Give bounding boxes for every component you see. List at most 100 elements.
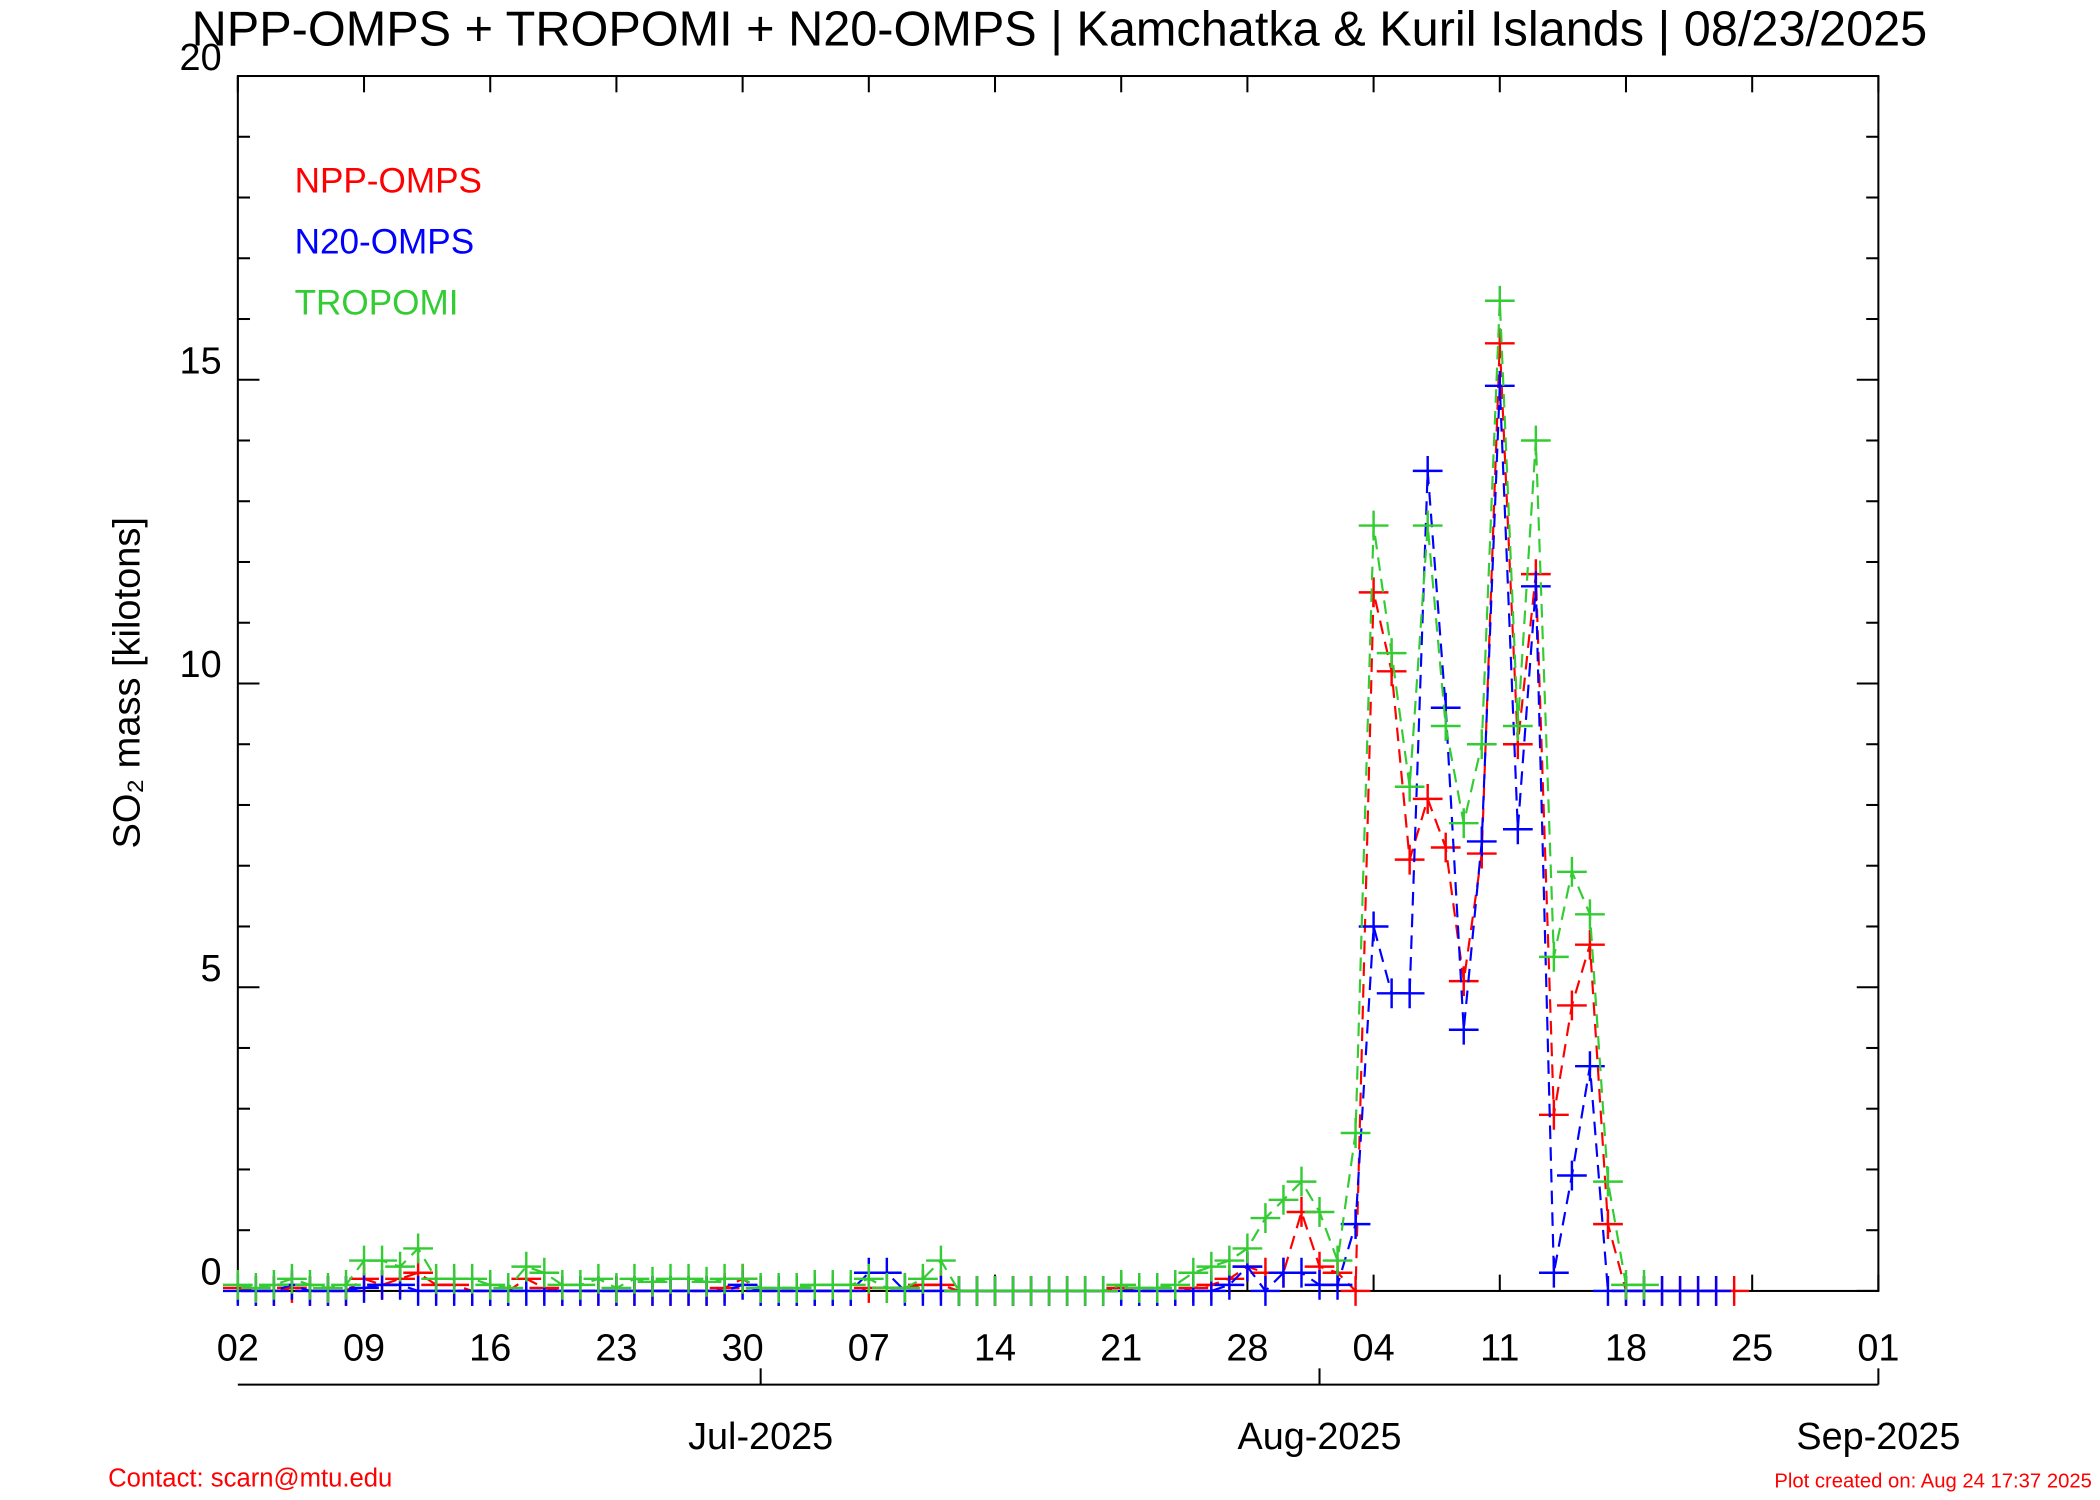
x-tick-label: 16 (469, 1328, 511, 1370)
marker (529, 1257, 560, 1288)
marker (1575, 929, 1605, 960)
marker (673, 1263, 704, 1294)
series-line (237, 343, 1735, 1294)
marker (1232, 1233, 1263, 1264)
marker (1106, 1269, 1137, 1300)
marker (619, 1263, 650, 1294)
marker (1196, 1251, 1227, 1282)
marker (1484, 328, 1515, 359)
x-tick-label: 18 (1605, 1328, 1647, 1370)
marker (457, 1263, 488, 1294)
x-tick-label: 11 (1480, 1328, 1519, 1370)
marker (277, 1263, 307, 1294)
marker (475, 1269, 506, 1300)
marker (1250, 1276, 1281, 1306)
marker (1539, 1099, 1569, 1130)
x-tick-label: 14 (974, 1328, 1016, 1370)
marker (1629, 1269, 1659, 1300)
created-note: Plot created on: Aug 24 17:37 2025 (1774, 1471, 2092, 1493)
x-tick-label: 04 (1353, 1328, 1395, 1370)
marker (367, 1245, 397, 1276)
y-tick-label: 0 (201, 1252, 222, 1294)
marker (349, 1272, 379, 1303)
marker (926, 1245, 956, 1276)
marker (1539, 1257, 1569, 1288)
marker (1466, 729, 1497, 760)
marker (1502, 711, 1533, 741)
marker (1412, 455, 1443, 486)
marker (1394, 844, 1425, 875)
x-tick-label: 02 (217, 1328, 259, 1370)
month-label: Sep-2025 (1796, 1416, 1960, 1458)
marker (259, 1269, 289, 1300)
marker (1304, 1197, 1335, 1227)
marker (1358, 577, 1389, 608)
marker (1593, 1166, 1623, 1197)
marker (1340, 1209, 1371, 1240)
marker (493, 1272, 524, 1303)
marker (1340, 1276, 1371, 1306)
marker (1142, 1272, 1173, 1303)
marker (1557, 1160, 1587, 1191)
marker (1358, 911, 1389, 942)
marker (1286, 1257, 1317, 1288)
marker (908, 1263, 938, 1294)
marker (1557, 990, 1587, 1021)
x-tick-label: 25 (1731, 1328, 1773, 1370)
marker (1340, 1118, 1371, 1148)
month-label: Jul-2025 (688, 1416, 833, 1458)
marker (727, 1263, 758, 1294)
marker (1358, 510, 1389, 541)
contact: Contact: scarn@mtu.edu (108, 1464, 392, 1492)
series-line (237, 300, 1645, 1293)
marker (1412, 510, 1443, 541)
marker (1575, 899, 1605, 930)
marker (241, 1272, 271, 1303)
marker (637, 1266, 668, 1297)
month-label: Aug-2025 (1237, 1416, 1401, 1458)
y-tick-label: 10 (180, 644, 222, 686)
x-tick-label: 30 (722, 1328, 764, 1370)
marker (853, 1263, 884, 1294)
marker (222, 1269, 253, 1300)
marker (1539, 941, 1569, 972)
marker (601, 1272, 632, 1303)
y-axis-label: SO₂ mass [kilotons] (107, 517, 149, 848)
marker (1593, 1209, 1623, 1240)
legend-entry: NPP-OMPS (295, 162, 482, 201)
marker (1160, 1269, 1191, 1300)
marker (1430, 832, 1461, 863)
y-tick-label: 15 (180, 340, 222, 382)
x-tick-label: 28 (1226, 1328, 1268, 1370)
marker (1466, 826, 1497, 857)
marker (385, 1251, 415, 1282)
marker (1394, 978, 1425, 1009)
legend-entry: TROPOMI (295, 284, 459, 323)
marker (1448, 808, 1479, 839)
marker (295, 1269, 325, 1300)
marker (835, 1269, 866, 1300)
marker (1520, 425, 1551, 456)
marker (403, 1233, 433, 1264)
marker (1322, 1245, 1353, 1276)
marker (1484, 370, 1515, 401)
marker (1412, 783, 1443, 814)
series-line (237, 385, 1717, 1293)
marker (331, 1269, 361, 1300)
marker (691, 1266, 722, 1297)
x-tick-label: 21 (1100, 1328, 1142, 1370)
marker (1448, 966, 1479, 997)
x-tick-label: 01 (1857, 1328, 1899, 1370)
marker (313, 1272, 343, 1303)
marker (1250, 1203, 1281, 1233)
marker (511, 1251, 542, 1282)
marker (1448, 1014, 1479, 1045)
marker (1502, 814, 1533, 845)
marker (1520, 571, 1551, 602)
x-tick-label: 07 (848, 1328, 890, 1370)
marker (1701, 1276, 1731, 1306)
chart-title: NPP-OMPS + TROPOMI + N20-OMPS | Kamchatk… (192, 2, 1928, 56)
x-tick-label: 09 (343, 1328, 385, 1370)
marker (890, 1272, 920, 1303)
marker (781, 1272, 812, 1303)
